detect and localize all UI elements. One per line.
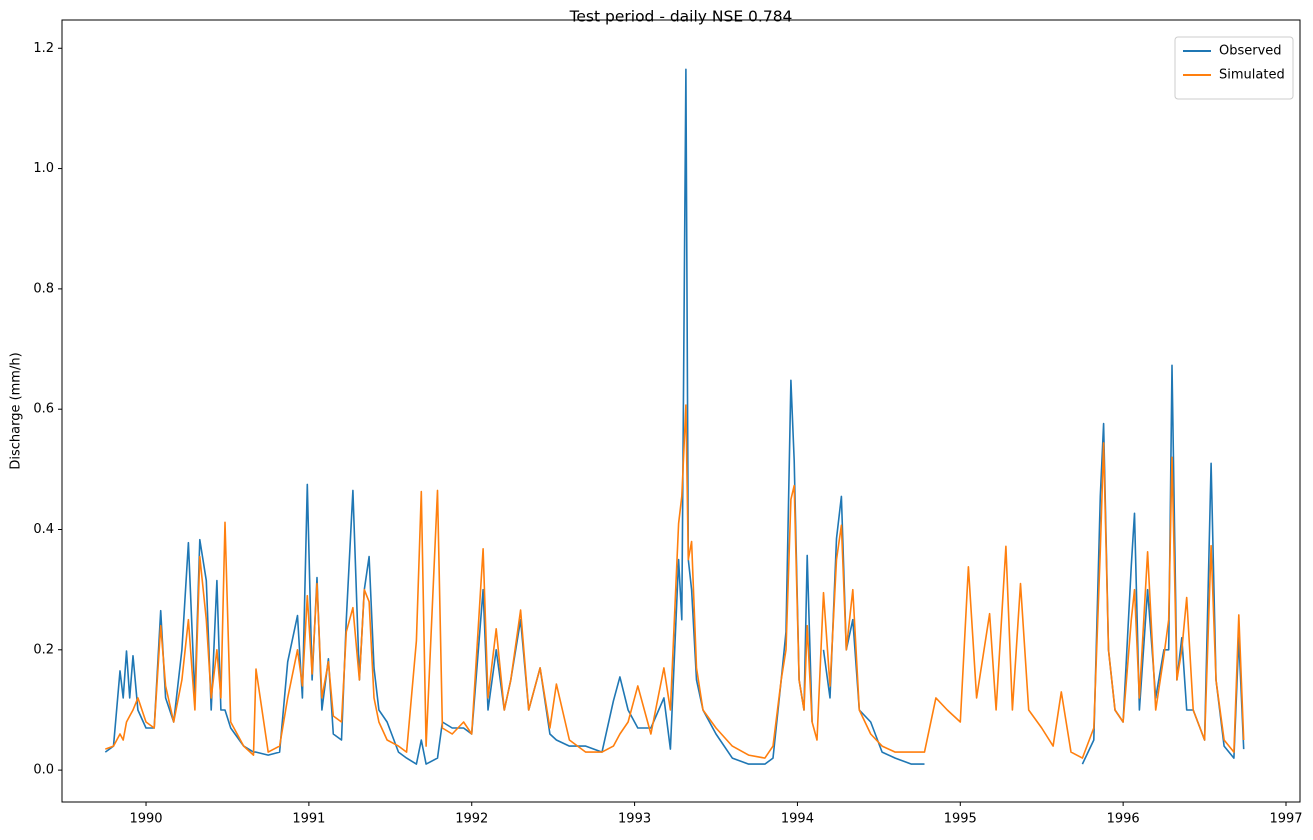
y-tick-label: 0.2	[33, 642, 54, 657]
x-tick-label: 1992	[455, 812, 488, 827]
legend-box	[1174, 36, 1294, 100]
y-tick-label: 0.4	[33, 522, 54, 537]
plot-frame	[61, 19, 1301, 803]
x-tick-label: 1993	[618, 812, 651, 827]
x-tick-label: 1996	[1107, 812, 1140, 827]
x-tick-label: 1990	[129, 812, 162, 827]
x-tick-label: 1991	[292, 812, 325, 827]
y-tick-label: 1.0	[33, 161, 54, 176]
y-tick-label: 1.2	[33, 41, 54, 56]
y-tick-label: 0.0	[33, 763, 54, 778]
y-tick-label: 0.6	[33, 402, 54, 417]
x-tick-label: 1994	[781, 812, 814, 827]
series-line	[104, 68, 813, 765]
series-line	[822, 495, 925, 765]
chart-title: Test period - daily NSE 0.784	[569, 8, 793, 26]
y-tick-label: 0.8	[33, 281, 54, 296]
x-tick-label: 1995	[944, 812, 977, 827]
legend-label: Observed	[1219, 44, 1282, 59]
series-line	[105, 404, 1245, 759]
y-axis-label: Discharge (mm/h)	[9, 352, 24, 469]
legend-label: Simulated	[1219, 68, 1285, 83]
x-tick-label: 1997	[1269, 812, 1302, 827]
